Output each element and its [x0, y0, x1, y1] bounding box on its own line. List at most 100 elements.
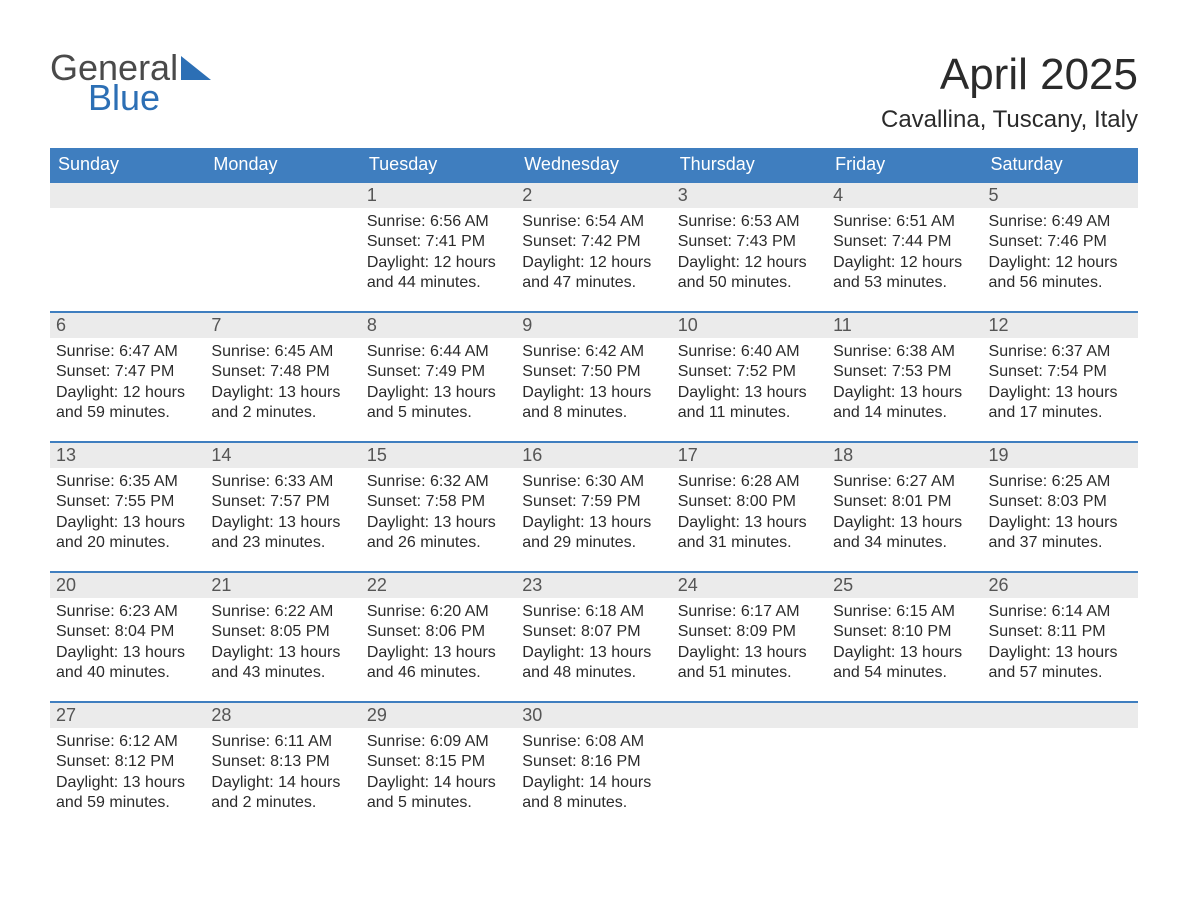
- day-number: 19: [983, 443, 1138, 468]
- day-body: Sunrise: 6:51 AMSunset: 7:44 PMDaylight:…: [827, 208, 982, 306]
- calendar-day: 14Sunrise: 6:33 AMSunset: 7:57 PMDayligh…: [205, 443, 360, 571]
- calendar-day: 5Sunrise: 6:49 AMSunset: 7:46 PMDaylight…: [983, 183, 1138, 311]
- dow-wednesday: Wednesday: [516, 148, 671, 181]
- calendar-day: 1Sunrise: 6:56 AMSunset: 7:41 PMDaylight…: [361, 183, 516, 311]
- sunrise-text: Sunrise: 6:20 AM: [367, 602, 510, 622]
- title-block: April 2025 Cavallina, Tuscany, Italy: [881, 50, 1138, 134]
- daylight-line2: and 50 minutes.: [678, 273, 821, 293]
- sunrise-text: Sunrise: 6:35 AM: [56, 472, 199, 492]
- daylight-line1: Daylight: 13 hours: [833, 643, 976, 663]
- sunrise-text: Sunrise: 6:47 AM: [56, 342, 199, 362]
- daylight-line2: and 56 minutes.: [989, 273, 1132, 293]
- daylight-line1: Daylight: 13 hours: [211, 513, 354, 533]
- calendar-day: 27Sunrise: 6:12 AMSunset: 8:12 PMDayligh…: [50, 703, 205, 831]
- day-number: 3: [672, 183, 827, 208]
- sunrise-text: Sunrise: 6:45 AM: [211, 342, 354, 362]
- sunset-text: Sunset: 7:54 PM: [989, 362, 1132, 382]
- daylight-line2: and 11 minutes.: [678, 403, 821, 423]
- day-number: 4: [827, 183, 982, 208]
- calendar-day: 29Sunrise: 6:09 AMSunset: 8:15 PMDayligh…: [361, 703, 516, 831]
- daylight-line2: and 2 minutes.: [211, 793, 354, 813]
- day-number: 15: [361, 443, 516, 468]
- sunset-text: Sunset: 7:50 PM: [522, 362, 665, 382]
- daylight-line1: Daylight: 13 hours: [678, 643, 821, 663]
- calendar-day: 15 Sunrise: 6:32 AMSunset: 7:58 PMDayligh…: [361, 443, 516, 571]
- daylight-line2: and 8 minutes.: [522, 793, 665, 813]
- sunrise-text: Sunrise: 6:18 AM: [522, 602, 665, 622]
- daylight-line2: and 47 minutes.: [522, 273, 665, 293]
- day-number: 5: [983, 183, 1138, 208]
- daylight-line1: Daylight: 13 hours: [367, 643, 510, 663]
- sunset-text: Sunset: 8:16 PM: [522, 752, 665, 772]
- daylight-line1: Daylight: 13 hours: [522, 513, 665, 533]
- daylight-line2: and 20 minutes.: [56, 533, 199, 553]
- calendar-day: 8Sunrise: 6:44 AMSunset: 7:49 PMDaylight…: [361, 313, 516, 441]
- daylight-line2: and 44 minutes.: [367, 273, 510, 293]
- day-number: 22: [361, 573, 516, 598]
- sunrise-text: Sunrise: 6:27 AM: [833, 472, 976, 492]
- daylight-line2: and 26 minutes.: [367, 533, 510, 553]
- sunrise-text: Sunrise: 6:17 AM: [678, 602, 821, 622]
- day-body: Sunrise: 6:23 AMSunset: 8:04 PMDaylight:…: [50, 598, 205, 696]
- daylight-line2: and 57 minutes.: [989, 663, 1132, 683]
- day-body: Sunrise: 6:09 AMSunset: 8:15 PMDaylight:…: [361, 728, 516, 826]
- daylight-line2: and 59 minutes.: [56, 793, 199, 813]
- sunset-text: Sunset: 7:58 PM: [367, 492, 510, 512]
- day-number: 21: [205, 573, 360, 598]
- daylight-line2: and 14 minutes.: [833, 403, 976, 423]
- sunrise-text: Sunrise: 6:56 AM: [367, 212, 510, 232]
- daylight-line1: Daylight: 13 hours: [989, 643, 1132, 663]
- daylight-line1: Daylight: 13 hours: [367, 513, 510, 533]
- calendar-day: 24Sunrise: 6:17 AMSunset: 8:09 PMDayligh…: [672, 573, 827, 701]
- day-body: Sunrise: 6:18 AMSunset: 8:07 PMDaylight:…: [516, 598, 671, 696]
- sunrise-text: Sunrise: 6:33 AM: [211, 472, 354, 492]
- month-title: April 2025: [881, 50, 1138, 100]
- daylight-line1: Daylight: 13 hours: [678, 383, 821, 403]
- calendar-day: 19Sunrise: 6:25 AMSunset: 8:03 PMDayligh…: [983, 443, 1138, 571]
- day-number: 16: [516, 443, 671, 468]
- sunset-text: Sunset: 8:06 PM: [367, 622, 510, 642]
- day-number: 6: [50, 313, 205, 338]
- calendar-day: 22 Sunrise: 6:20 AMSunset: 8:06 PMDayligh…: [361, 573, 516, 701]
- calendar-week: 13Sunrise: 6:35 AMSunset: 7:55 PMDayligh…: [50, 441, 1138, 571]
- calendar-day: [827, 703, 982, 831]
- day-number: 10: [672, 313, 827, 338]
- daylight-line1: Daylight: 13 hours: [833, 383, 976, 403]
- daylight-line2: and 34 minutes.: [833, 533, 976, 553]
- daylight-line2: and 59 minutes.: [56, 403, 199, 423]
- calendar-week: 1Sunrise: 6:56 AMSunset: 7:41 PMDaylight…: [50, 181, 1138, 311]
- sunset-text: Sunset: 8:11 PM: [989, 622, 1132, 642]
- daylight-line1: Daylight: 13 hours: [56, 773, 199, 793]
- calendar-day: 11Sunrise: 6:38 AMSunset: 7:53 PMDayligh…: [827, 313, 982, 441]
- calendar-day: [205, 183, 360, 311]
- day-body: Sunrise: 6:30 AMSunset: 7:59 PMDaylight:…: [516, 468, 671, 566]
- sunrise-text: Sunrise: 6:44 AM: [367, 342, 510, 362]
- day-number: 25: [827, 573, 982, 598]
- sunrise-text: Sunrise: 6:53 AM: [678, 212, 821, 232]
- day-number: 23: [516, 573, 671, 598]
- calendar: Sunday Monday Tuesday Wednesday Thursday…: [50, 148, 1138, 831]
- calendar-day: 2Sunrise: 6:54 AMSunset: 7:42 PMDaylight…: [516, 183, 671, 311]
- sunset-text: Sunset: 7:44 PM: [833, 232, 976, 252]
- calendar-week: 6Sunrise: 6:47 AMSunset: 7:47 PMDaylight…: [50, 311, 1138, 441]
- day-number: 7: [205, 313, 360, 338]
- sunrise-text: Sunrise: 6:49 AM: [989, 212, 1132, 232]
- day-number: 17: [672, 443, 827, 468]
- sunrise-text: Sunrise: 6:32 AM: [367, 472, 510, 492]
- daylight-line1: Daylight: 12 hours: [367, 253, 510, 273]
- sunrise-text: Sunrise: 6:42 AM: [522, 342, 665, 362]
- day-number: [50, 183, 205, 208]
- sunrise-text: Sunrise: 6:38 AM: [833, 342, 976, 362]
- day-body: Sunrise: 6:44 AMSunset: 7:49 PMDaylight:…: [361, 338, 516, 436]
- sunset-text: Sunset: 8:15 PM: [367, 752, 510, 772]
- calendar-day: 12Sunrise: 6:37 AMSunset: 7:54 PMDayligh…: [983, 313, 1138, 441]
- calendar-day: 17Sunrise: 6:28 AMSunset: 8:00 PMDayligh…: [672, 443, 827, 571]
- dow-saturday: Saturday: [983, 148, 1138, 181]
- calendar-day: [672, 703, 827, 831]
- calendar-day: 6Sunrise: 6:47 AMSunset: 7:47 PMDaylight…: [50, 313, 205, 441]
- daylight-line1: Daylight: 13 hours: [989, 383, 1132, 403]
- sunset-text: Sunset: 7:48 PM: [211, 362, 354, 382]
- day-body: Sunrise: 6:15 AMSunset: 8:10 PMDaylight:…: [827, 598, 982, 696]
- day-body: Sunrise: 6:28 AMSunset: 8:00 PMDaylight:…: [672, 468, 827, 566]
- sunset-text: Sunset: 7:46 PM: [989, 232, 1132, 252]
